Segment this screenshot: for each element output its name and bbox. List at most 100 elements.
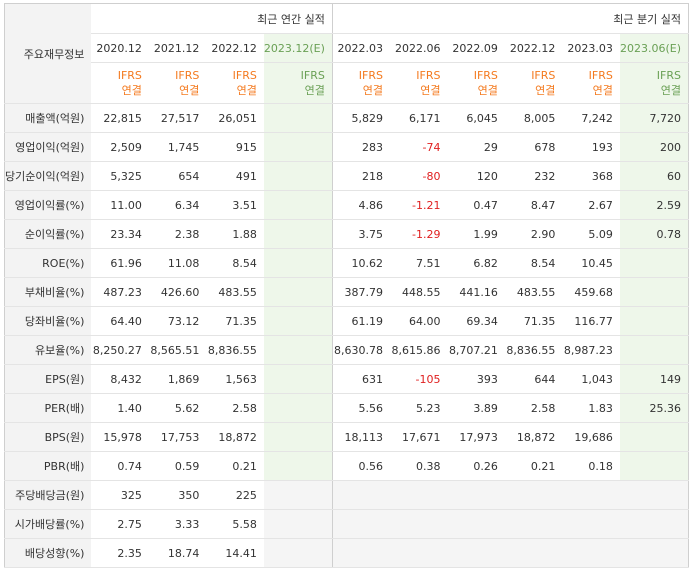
value-cell: 116.77	[562, 306, 620, 336]
table-row: 주당배당금(원) 325 350 225	[4, 480, 689, 510]
value-cell: 441.16	[447, 277, 505, 307]
value-cell: 387.79	[332, 277, 390, 307]
value-cell: 631	[332, 364, 390, 394]
row-label: ROE(%)	[4, 248, 92, 278]
value-cell: 483.55	[504, 277, 563, 307]
value-cell: -80	[389, 161, 448, 191]
quarter-basis-header: IFRS 연결	[619, 62, 689, 104]
basis-consolidated-label: 연결	[535, 84, 556, 97]
basis-consolidated-label: 연결	[592, 84, 613, 97]
value-cell: -105	[389, 364, 448, 394]
table-row: ROE(%) 61.96 11.08 8.54 10.62 7.51 6.82 8.54 10.…	[4, 248, 689, 278]
value-cell: 5.23	[389, 393, 448, 423]
value-cell: 225	[206, 480, 264, 510]
value-cell	[619, 277, 689, 307]
value-cell: 483.55	[206, 277, 264, 307]
value-cell: 1.88	[206, 219, 264, 249]
basis-ifrs-label: IFRS	[473, 69, 498, 82]
value-cell: 644	[504, 364, 563, 394]
value-cell: 5.58	[206, 509, 264, 539]
value-cell: 2.59	[619, 190, 689, 220]
value-cell	[263, 538, 333, 568]
value-cell: 2.67	[562, 190, 620, 220]
value-cell	[263, 103, 333, 133]
value-cell	[263, 161, 333, 191]
table-row: 배당성향(%) 2.35 18.74 14.41	[4, 538, 689, 568]
value-cell	[263, 190, 333, 220]
annual-period-header: 2020.12	[91, 33, 149, 63]
value-cell: 0.18	[562, 451, 620, 481]
value-cell: 3.51	[206, 190, 264, 220]
value-cell	[332, 480, 390, 510]
table-row: 부채비율(%) 487.23 426.60 483.55 387.79 448.55 441…	[4, 277, 689, 307]
value-cell: 18.74	[148, 538, 207, 568]
value-cell	[619, 509, 689, 539]
value-cell: 8.54	[504, 248, 563, 278]
quarter-period-header: 2022.03	[332, 33, 390, 63]
table-row: 순이익률(%) 23.34 2.38 1.88 3.75 -1.29 1.99 2.90 5.0…	[4, 219, 689, 249]
value-cell	[332, 509, 390, 539]
value-cell: 200	[619, 132, 689, 162]
value-cell: 23.34	[91, 219, 149, 249]
value-cell: 1,043	[562, 364, 620, 394]
value-cell	[504, 538, 563, 568]
annual-basis-header: IFRS 연결	[148, 62, 207, 104]
value-cell	[619, 451, 689, 481]
basis-consolidated-label: 연결	[420, 84, 441, 97]
value-cell: -1.29	[389, 219, 448, 249]
value-cell: 5.62	[148, 393, 207, 423]
value-cell: 8,615.86	[389, 335, 448, 365]
value-cell	[562, 509, 620, 539]
value-cell: 14.41	[206, 538, 264, 568]
value-cell	[263, 306, 333, 336]
corner-label: 주요재무정보	[4, 3, 92, 104]
value-cell: 60	[619, 161, 689, 191]
value-cell: -1.21	[389, 190, 448, 220]
table-row: 당기순이익(억원) 5,325 654 491 218 -80 120 232 368 60	[4, 161, 689, 191]
annual-period-header: 2023.12(E)	[263, 33, 333, 63]
value-cell: 491	[206, 161, 264, 191]
row-label: 영업이익률(%)	[4, 190, 92, 220]
annual-group-header: 최근 연간 실적	[91, 3, 333, 34]
row-label: 시가배당률(%)	[4, 509, 92, 539]
value-cell: 7,242	[562, 103, 620, 133]
basis-ifrs-label: IFRS	[175, 69, 200, 82]
value-cell: 2.90	[504, 219, 563, 249]
value-cell	[263, 451, 333, 481]
quarter-period-header: 2022.06	[389, 33, 448, 63]
value-cell: 25.36	[619, 393, 689, 423]
table-row: 매출액(억원) 22,815 27,517 26,051 5,829 6,171 6,045…	[4, 103, 689, 133]
value-cell: 11.08	[148, 248, 207, 278]
value-cell	[619, 480, 689, 510]
value-cell	[263, 480, 333, 510]
quarter-basis-header: IFRS 연결	[389, 62, 448, 104]
value-cell: 0.47	[447, 190, 505, 220]
table-row: 영업이익(억원) 2,509 1,745 915 283 -74 29 678 193 200	[4, 132, 689, 162]
value-cell: 7,720	[619, 103, 689, 133]
basis-consolidated-label: 연결	[179, 84, 200, 97]
quarter-period-header: 2023.03	[562, 33, 620, 63]
value-cell: 283	[332, 132, 390, 162]
row-label: 부채비율(%)	[4, 277, 92, 307]
table-row: 시가배당률(%) 2.75 3.33 5.58	[4, 509, 689, 539]
row-label: EPS(원)	[4, 364, 92, 394]
table-row: 당좌비율(%) 64.40 73.12 71.35 61.19 64.00 69.34 71.…	[4, 306, 689, 336]
value-cell: 5.09	[562, 219, 620, 249]
row-label: 당기순이익(억원)	[4, 161, 92, 191]
value-cell: 8,836.55	[206, 335, 264, 365]
value-cell: 0.21	[504, 451, 563, 481]
value-cell: 8.54	[206, 248, 264, 278]
quarter-basis-header: IFRS 연결	[332, 62, 390, 104]
table-row: PER(배) 1.40 5.62 2.58 5.56 5.23 3.89 2.58 1.83 25…	[4, 393, 689, 423]
value-cell: 6.34	[148, 190, 207, 220]
value-cell: 71.35	[206, 306, 264, 336]
value-cell: 4.86	[332, 190, 390, 220]
row-label: PBR(배)	[4, 451, 92, 481]
value-cell: 2.38	[148, 219, 207, 249]
value-cell: 64.00	[389, 306, 448, 336]
basis-ifrs-label: IFRS	[300, 69, 325, 82]
table-row: BPS(원) 15,978 17,753 18,872 18,113 17,671 17,9…	[4, 422, 689, 452]
row-label: 매출액(억원)	[4, 103, 92, 133]
value-cell	[504, 509, 563, 539]
value-cell: 120	[447, 161, 505, 191]
